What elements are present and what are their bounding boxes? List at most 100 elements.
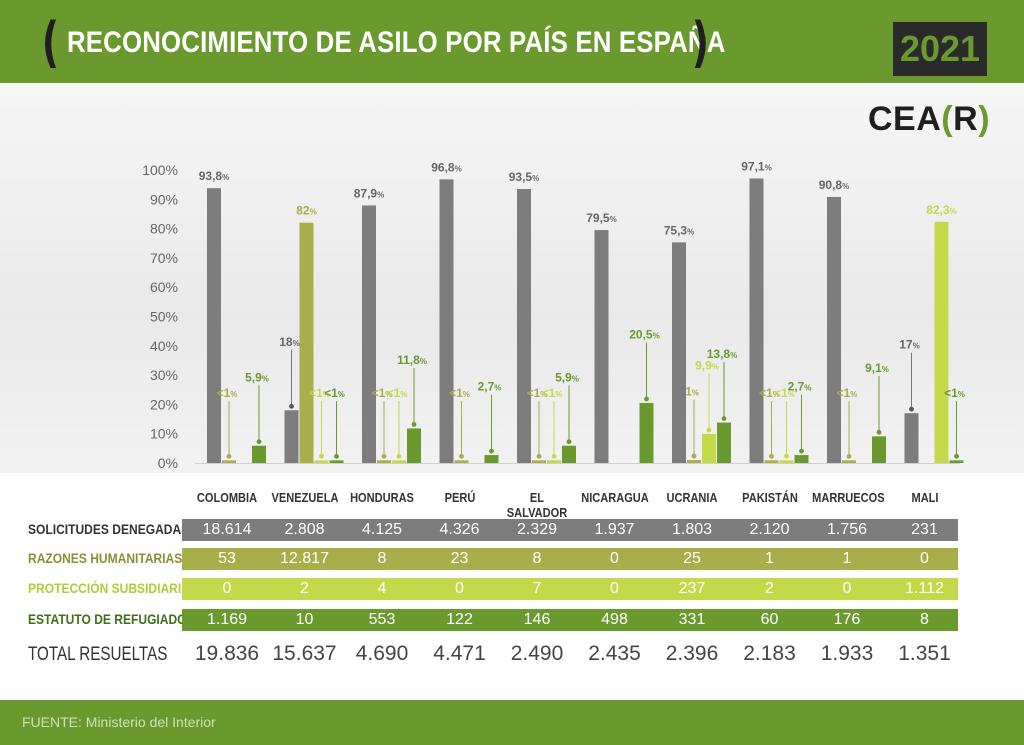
- column-header: NICARAGUA: [580, 490, 649, 505]
- leader-dot: [566, 439, 572, 445]
- data-label: <1%: [372, 386, 393, 400]
- table-cell: 53: [218, 550, 236, 567]
- row-label-total: TOTAL RESUELTAS: [28, 644, 168, 665]
- table-cell: 2: [765, 580, 774, 597]
- column-header: UCRANIA: [666, 490, 718, 505]
- y-tick-label: 80%: [150, 221, 178, 237]
- bar-refugiado: [872, 436, 886, 463]
- total-cell: 2.396: [665, 642, 719, 665]
- row-band-refugiado: [182, 609, 958, 631]
- y-tick-label: 100%: [142, 162, 178, 178]
- bar-denegadas: [749, 178, 764, 463]
- leader-dot: [396, 453, 402, 459]
- y-tick-label: 40%: [150, 338, 178, 354]
- y-tick-label: 0%: [158, 455, 178, 471]
- column-header: MALI: [910, 490, 939, 505]
- data-label: <1%: [542, 386, 563, 400]
- data-label: 20,5%: [629, 327, 659, 341]
- table-cell: 2.808: [284, 521, 325, 538]
- bar-refugiado: [252, 445, 266, 463]
- bar-denegadas: [517, 189, 531, 464]
- chart-background: [0, 83, 1024, 473]
- y-tick-label: 50%: [150, 309, 178, 325]
- column-header: HONDURAS: [350, 490, 414, 505]
- column-header: VENEZUELA: [271, 490, 338, 505]
- total-cell: 1.933: [820, 642, 874, 665]
- total-cell: 19.836: [194, 642, 260, 665]
- leader-dot: [381, 453, 387, 459]
- total-cell: 4.690: [355, 642, 409, 665]
- data-label: 82%: [296, 204, 316, 218]
- table-cell: 331: [678, 611, 706, 628]
- bar-subsidiaria: [392, 460, 406, 463]
- data-label: <1%: [774, 386, 795, 400]
- table-cell: 231: [911, 521, 938, 538]
- data-label: 11,8%: [397, 353, 427, 367]
- table-cell: 8: [532, 550, 542, 567]
- table-cell: 4.125: [361, 521, 403, 538]
- table-cell: 60: [760, 611, 779, 628]
- data-label: 82,3%: [926, 203, 956, 217]
- table-cell: 0: [920, 550, 929, 567]
- total-cell: 2.490: [510, 642, 564, 665]
- table-cell: 4: [377, 580, 387, 597]
- total-cell: 1.351: [898, 642, 951, 665]
- table-cell: 8: [920, 611, 929, 628]
- data-label: 97,1%: [741, 159, 771, 173]
- data-label: 17%: [899, 338, 919, 352]
- data-label: 9,1%: [865, 361, 889, 375]
- table-cell: 0: [455, 580, 464, 597]
- table-cell: 2: [300, 580, 309, 597]
- leader-dot: [954, 453, 959, 459]
- table-cell: 1: [765, 550, 774, 567]
- y-tick-label: 30%: [150, 367, 178, 383]
- leader-dot: [536, 453, 542, 459]
- row-band-humanitarias: [182, 548, 958, 570]
- y-tick-label: 20%: [150, 396, 178, 412]
- bar-denegadas: [207, 188, 221, 463]
- total-cell: 2.183: [743, 642, 796, 665]
- leader-dot: [334, 453, 339, 459]
- leader-dot: [909, 406, 914, 412]
- row-label-humanitarias: RAZONES HUMANITARIAS: [28, 550, 183, 566]
- leader-dot: [411, 422, 417, 427]
- total-cell: 2.435: [588, 642, 641, 665]
- leader-dot: [769, 453, 774, 459]
- table-cell: 553: [368, 611, 396, 628]
- bar-humanitarias: [842, 460, 856, 463]
- column-header: COLOMBIA: [196, 490, 258, 505]
- data-label: <1%: [759, 386, 780, 400]
- table-cell: 1: [842, 550, 852, 567]
- bar-humanitarias: [454, 460, 469, 463]
- table-cell: 0: [610, 550, 619, 567]
- leader-dot: [706, 427, 712, 433]
- data-label: 18%: [279, 335, 299, 349]
- y-tick-label: 70%: [150, 250, 178, 266]
- title-block: ( RECONOCIMIENTO DE ASILO POR PAÍS EN ES…: [38, 14, 792, 72]
- bar-subsidiaria: [779, 460, 794, 463]
- data-label: 79,5%: [586, 211, 616, 225]
- table-cell: 12.817: [280, 550, 329, 567]
- footer-bar: [0, 700, 1024, 745]
- table-cell: 7: [532, 580, 542, 597]
- table-cell: 1.169: [206, 611, 248, 628]
- table-cell: 23: [450, 550, 469, 567]
- table-cell: 25: [683, 550, 701, 567]
- bar-denegadas: [672, 242, 686, 463]
- bar-denegadas: [362, 205, 376, 463]
- cear-logo: CEA(R): [868, 100, 991, 138]
- data-label: 93,5%: [509, 170, 539, 184]
- data-label: 90,8%: [819, 178, 849, 192]
- y-tick-label: 60%: [150, 279, 178, 295]
- table-cell: 2.120: [749, 521, 790, 538]
- bar-refugiado: [329, 460, 344, 463]
- data-label: 75,3%: [664, 223, 694, 237]
- table-cell: 0: [222, 580, 232, 597]
- page-title: RECONOCIMIENTO DE ASILO POR PAÍS EN ESPA…: [66, 26, 726, 59]
- bar-refugiado: [407, 428, 421, 463]
- row-label-denegadas: SOLICITUDES DENEGADAS: [28, 521, 190, 537]
- table-cell: 176: [833, 611, 861, 628]
- data-label: 2,7%: [788, 380, 812, 394]
- bar-refugiado: [794, 455, 809, 463]
- bar-denegadas: [284, 410, 299, 463]
